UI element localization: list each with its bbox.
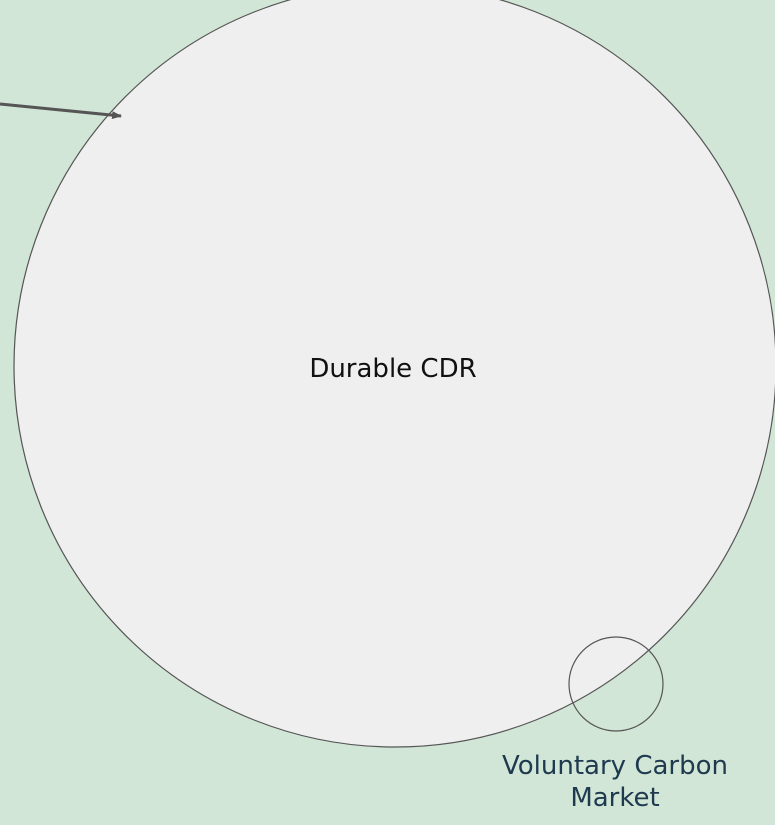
durable-cdr-label: Durable CDR <box>309 354 476 384</box>
durable-cdr-circle <box>13 0 775 748</box>
voluntary-market-label-box: Voluntary Carbon Market <box>502 751 728 813</box>
voluntary-market-label: Voluntary Carbon Market <box>502 751 728 813</box>
voluntary-market-circle <box>568 636 664 732</box>
arrow <box>0 102 122 120</box>
